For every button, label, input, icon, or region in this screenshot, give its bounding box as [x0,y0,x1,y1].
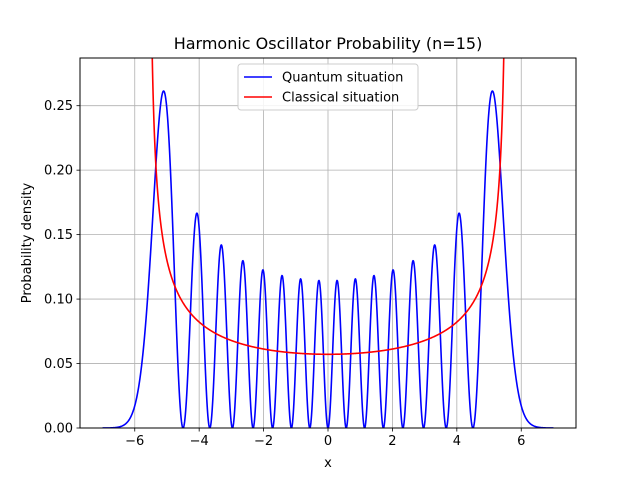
classical-series-line [151,58,505,356]
series-layer [102,58,554,428]
y-tick-label: 0.15 [44,228,73,243]
x-tick-label: 0 [324,434,332,449]
legend-label-quantum: Quantum situation [282,71,403,86]
x-tick-label: 6 [517,434,525,449]
x-tick-label: 2 [388,434,396,449]
chart-title: Harmonic Oscillator Probability (n=15) [174,34,483,53]
legend-label-classical: Classical situation [282,91,399,106]
x-axis-ticks: −6 −4 −2 0 2 4 6 [125,428,525,449]
x-axis-title: x [324,456,332,471]
x-tick-label: −2 [254,434,273,449]
x-tick-label: −4 [190,434,209,449]
y-tick-label: 0.25 [44,99,73,114]
x-tick-label: −6 [125,434,144,449]
quantum-series-line [102,90,554,428]
x-tick-label: 4 [453,434,461,449]
y-tick-label: 0.20 [44,164,73,179]
y-axis-title: Probability density [20,182,35,303]
y-tick-label: 0.00 [44,422,73,437]
y-tick-label: 0.10 [44,293,73,308]
y-axis-ticks: 0.00 0.05 0.10 0.15 0.20 0.25 [44,99,80,437]
legend-box [237,63,419,111]
y-tick-label: 0.05 [44,357,73,372]
legend: Quantum situation Classical situation [237,63,419,111]
